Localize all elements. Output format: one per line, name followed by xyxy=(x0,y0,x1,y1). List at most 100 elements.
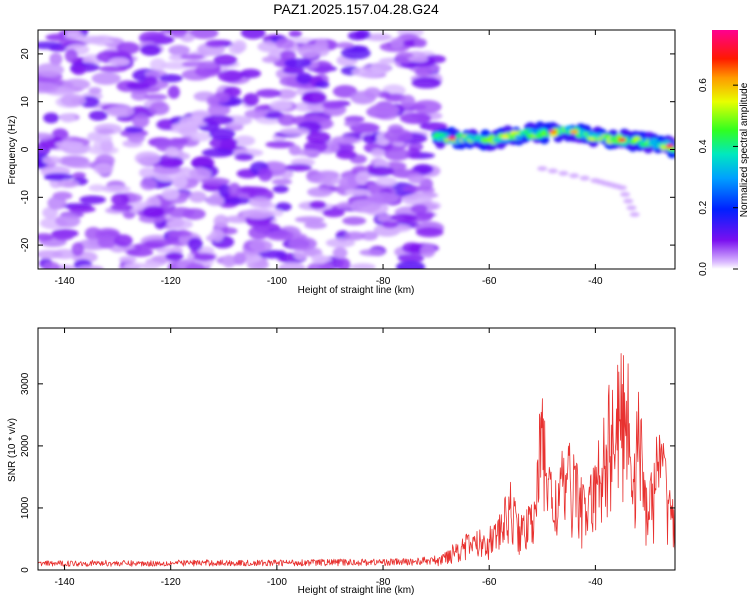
noise-cell xyxy=(288,236,317,251)
noise-cell xyxy=(227,182,241,197)
noise-cell xyxy=(38,249,63,259)
colorbar-tick-label: 0.2 xyxy=(698,200,709,214)
noise-cell xyxy=(108,57,131,66)
noise-cell xyxy=(167,85,180,99)
noise-cell xyxy=(180,53,205,60)
noise-cell xyxy=(47,196,67,210)
x-tick-label: -120 xyxy=(161,276,181,287)
noise-cell xyxy=(332,85,358,98)
noise-cell xyxy=(411,77,442,89)
faint-cell xyxy=(616,185,627,191)
noise-cell xyxy=(261,56,280,64)
x-tick-label: -100 xyxy=(267,577,287,588)
noise-cell xyxy=(134,151,161,165)
noise-cell xyxy=(240,30,266,40)
snr-y-axis: 0 1000 2000 3000 xyxy=(20,372,675,573)
noise-cell xyxy=(323,175,337,187)
noise-cell xyxy=(60,93,86,107)
y-tick-label: -10 xyxy=(20,190,31,205)
noise-cell xyxy=(325,237,356,248)
colorbar-tick-label: 0.6 xyxy=(698,78,709,92)
noise-cell xyxy=(88,86,102,95)
noise-cell xyxy=(304,115,324,124)
noise-cell xyxy=(390,37,404,49)
noise-cell xyxy=(400,94,416,109)
noise-cell xyxy=(142,205,165,219)
noise-cell xyxy=(38,233,54,241)
noise-cell xyxy=(149,58,167,72)
noise-cell xyxy=(414,38,427,48)
noise-cell xyxy=(206,95,220,105)
noise-cell xyxy=(218,184,232,198)
noise-cell xyxy=(118,256,137,264)
noise-cell xyxy=(71,64,86,76)
noise-cell xyxy=(257,41,282,53)
noise-cell xyxy=(133,242,165,250)
noise-cell xyxy=(249,239,273,252)
noise-cell xyxy=(314,80,330,89)
noise-cell xyxy=(278,262,306,269)
x-tick-label: -40 xyxy=(588,276,603,287)
noise-cell xyxy=(248,225,270,240)
noise-cell xyxy=(342,216,367,226)
noise-cell xyxy=(274,202,292,212)
spectrogram-x-axis: -140 -120 -100 -80 -60 -40 xyxy=(55,30,603,287)
noise-cell xyxy=(322,208,345,218)
signal-peak-cell xyxy=(501,135,510,140)
signal-peak-cell xyxy=(448,136,457,141)
noise-cell xyxy=(138,167,157,179)
signal-peak-cell xyxy=(548,129,557,134)
noise-cell xyxy=(93,134,113,143)
noise-cell xyxy=(91,72,121,85)
noise-cell xyxy=(181,60,207,68)
colorbar-tick-label: 0.4 xyxy=(698,139,709,153)
noise-cell xyxy=(38,41,63,50)
noise-cell xyxy=(205,39,225,48)
noise-cell xyxy=(248,197,272,208)
faint-cell xyxy=(629,212,640,218)
noise-cell xyxy=(306,131,331,144)
x-tick-label: -120 xyxy=(161,577,181,588)
noise-cell xyxy=(367,191,399,205)
noise-cell xyxy=(384,148,411,161)
noise-cell xyxy=(201,148,234,158)
noise-cell xyxy=(335,41,355,49)
noise-cell xyxy=(222,254,236,269)
noise-cell xyxy=(193,253,216,261)
noise-cell xyxy=(52,230,75,241)
faint-cell xyxy=(579,175,590,181)
noise-cell xyxy=(269,99,293,111)
noise-cell xyxy=(364,33,393,42)
noise-cell xyxy=(65,161,95,169)
noise-cell xyxy=(110,203,134,211)
signal-peak-cell xyxy=(570,129,579,134)
noise-cell xyxy=(399,112,432,125)
noise-cell xyxy=(210,228,225,242)
spectrogram-x-label: Height of straight line (km) xyxy=(298,285,415,296)
noise-cell xyxy=(159,74,183,83)
snr-x-label: Height of straight line (km) xyxy=(298,585,415,596)
noise-cell xyxy=(332,247,348,259)
noise-cell xyxy=(294,216,325,223)
noise-cell xyxy=(262,111,285,119)
noise-cell xyxy=(265,140,296,149)
noise-cell xyxy=(349,199,381,213)
noise-cell xyxy=(165,252,184,261)
noise-cell xyxy=(189,167,212,181)
snr-line xyxy=(38,353,675,567)
noise-cell xyxy=(105,105,135,117)
noise-cell xyxy=(233,135,256,147)
noise-cell xyxy=(297,44,322,58)
noise-cell xyxy=(99,65,128,73)
noise-cell xyxy=(280,50,297,61)
noise-cell xyxy=(101,185,131,193)
noise-cell xyxy=(307,101,326,112)
noise-cell xyxy=(361,231,378,241)
noise-cell xyxy=(407,173,425,184)
snr-panel: -140 -120 -100 -80 -60 -40 0 1000 2000 3000 Heig… xyxy=(7,327,676,596)
noise-cell xyxy=(126,106,157,119)
noise-cell xyxy=(126,248,154,257)
noise-cell xyxy=(331,135,358,145)
noise-cell xyxy=(149,101,170,116)
